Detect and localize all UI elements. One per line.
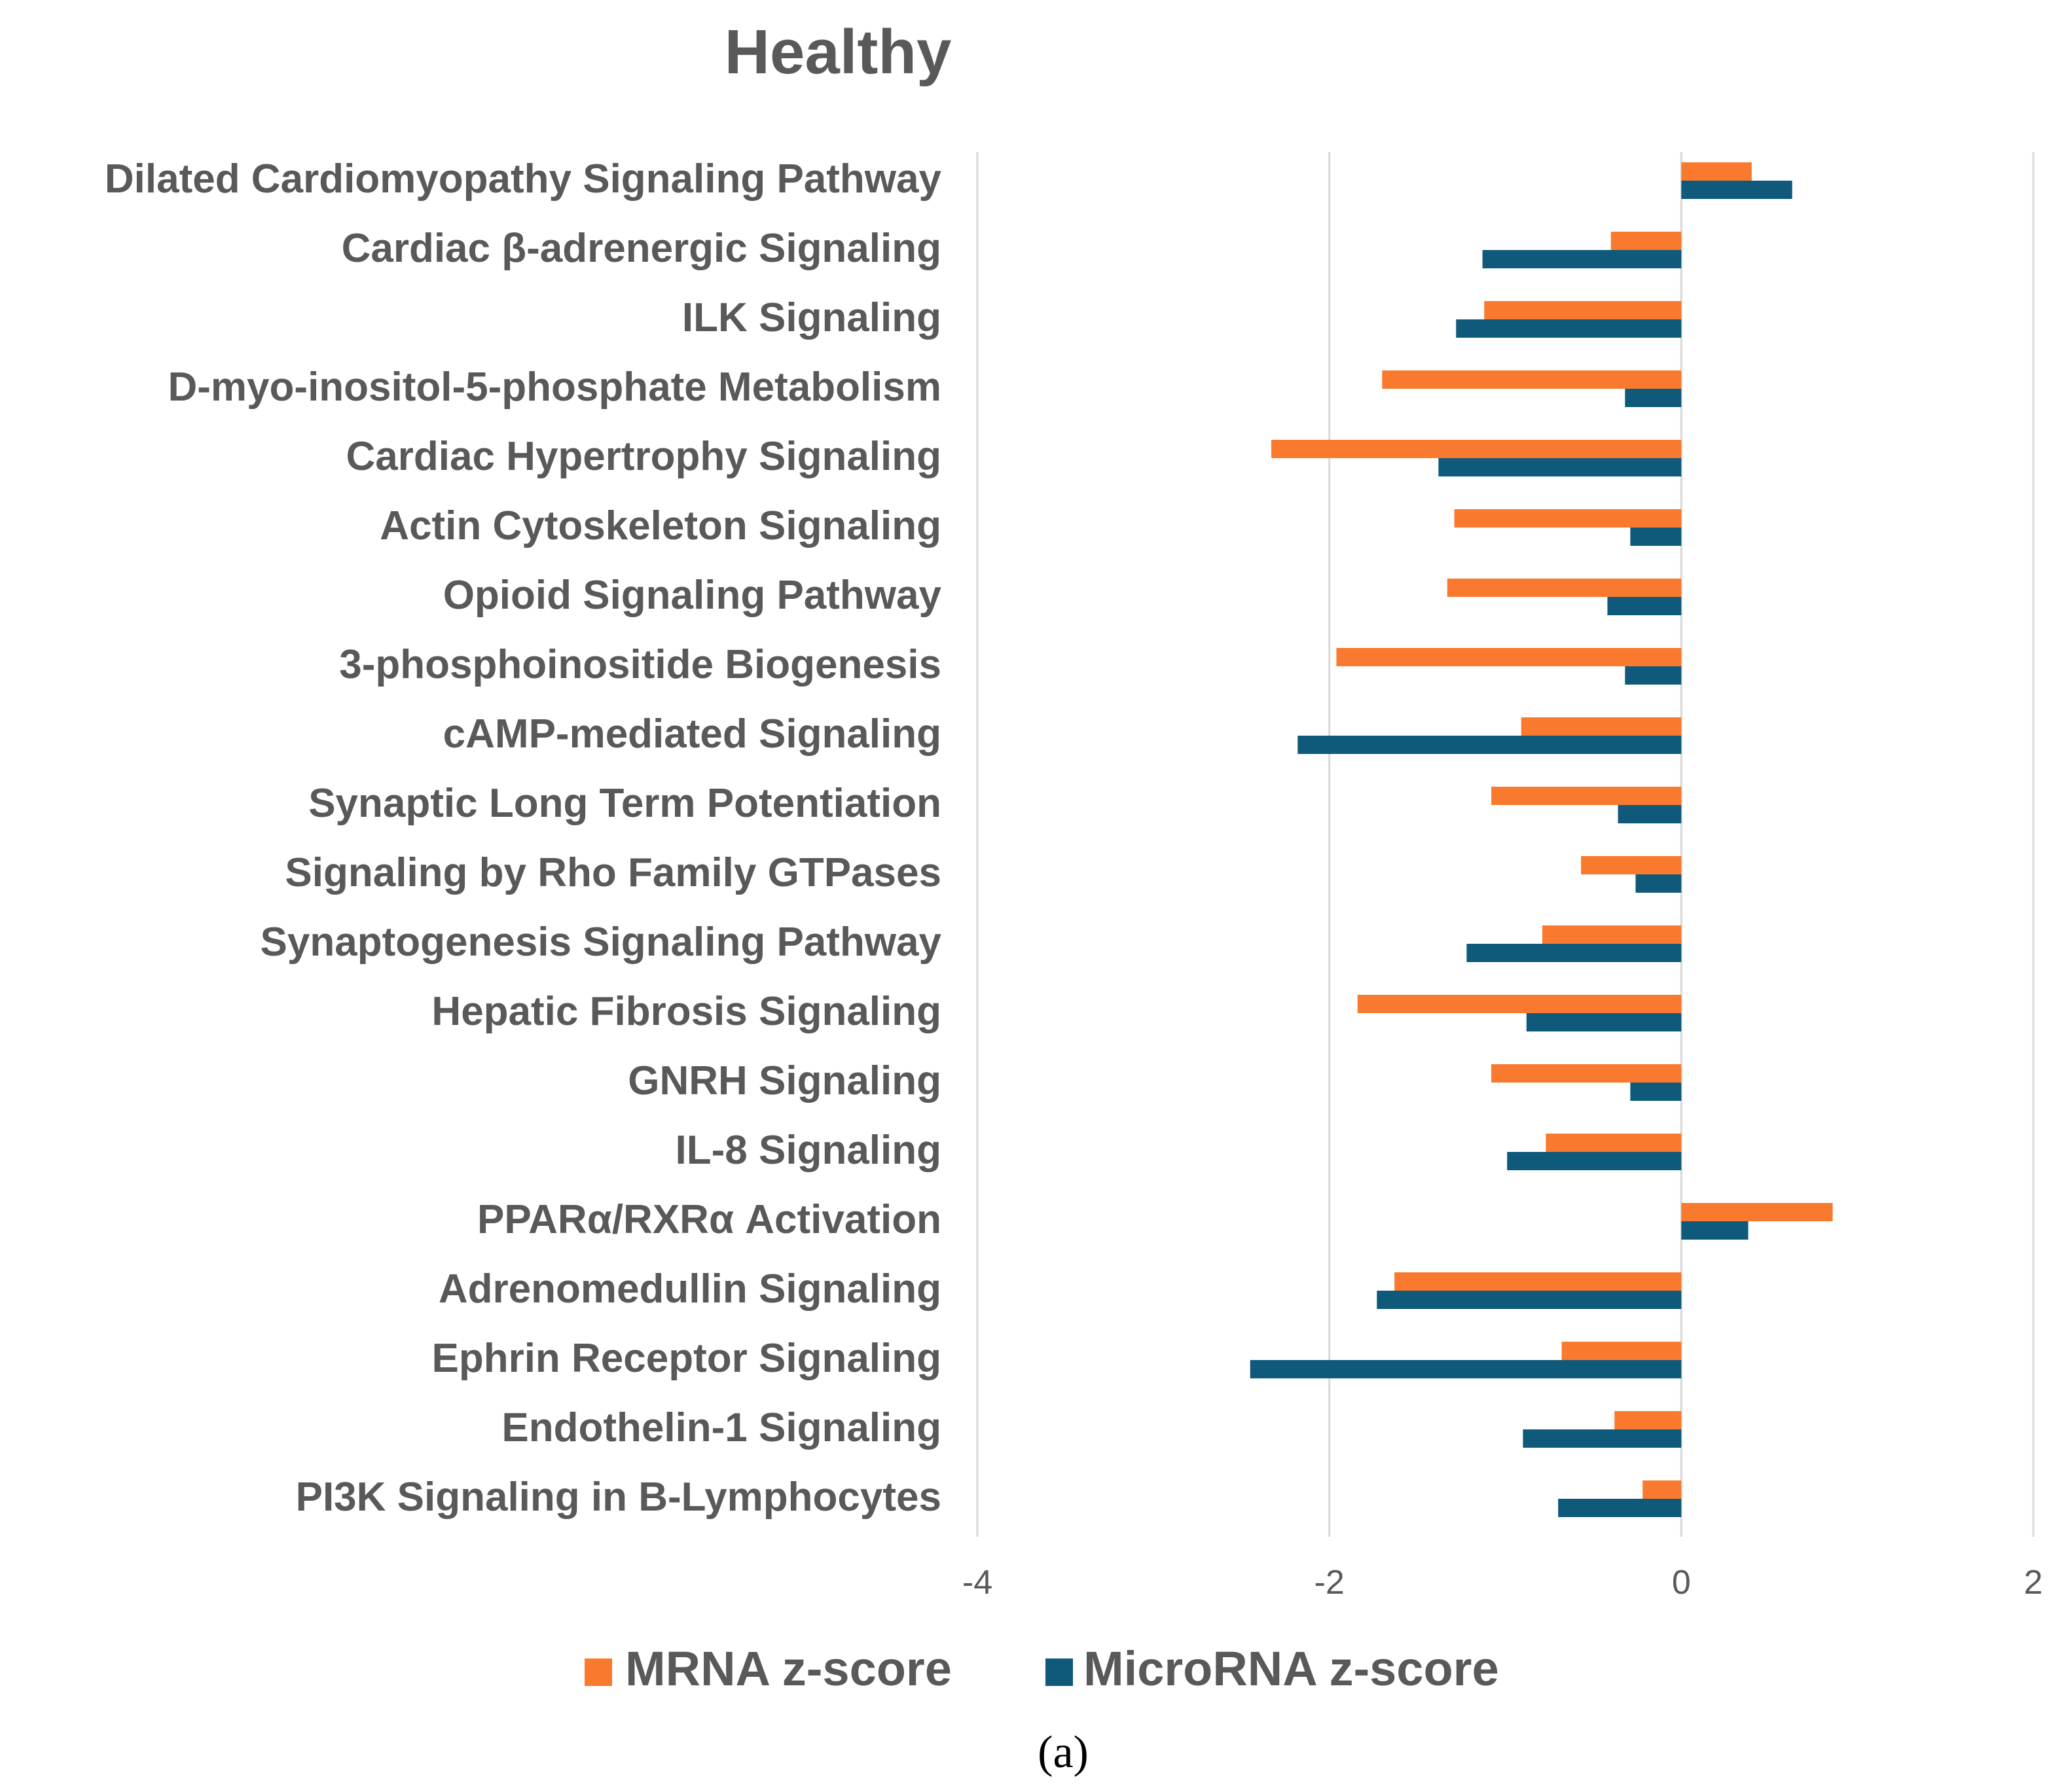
bar-mrna — [1642, 1480, 1682, 1499]
bar-microrna — [1635, 874, 1682, 893]
category-label: Cardiac Hypertrophy Signaling — [346, 434, 941, 479]
category-label: Dilated Cardiomyopathy Signaling Pathway — [105, 156, 942, 202]
category-label: Endothelin-1 Signaling — [501, 1405, 941, 1450]
bar-mrna — [1454, 509, 1682, 528]
category-label: ILK Signaling — [682, 295, 941, 340]
bar-mrna — [1394, 1272, 1682, 1291]
category-label: Hepatic Fibrosis Signaling — [431, 989, 941, 1034]
bar-microrna — [1625, 389, 1682, 407]
bar-microrna — [1507, 1152, 1682, 1170]
gridlines — [976, 152, 2035, 1537]
bar-mrna — [1271, 440, 1682, 458]
legend-label-mrna: MRNA z-score — [625, 1641, 952, 1696]
category-label: Actin Cytoskeleton Signaling — [380, 503, 941, 548]
bar-microrna — [1681, 181, 1792, 199]
bar-mrna — [1546, 1134, 1682, 1152]
bars — [1250, 162, 1833, 1517]
category-label: Cardiac β-adrenergic Signaling — [342, 226, 941, 271]
category-label: PPARα/RXRα Activation — [477, 1197, 941, 1242]
category-label: D-myo-inositol-5-phosphate Metabolism — [168, 365, 941, 410]
legend-swatch-microrna — [1045, 1658, 1073, 1686]
category-label: 3-phosphoinositide Biogenesis — [339, 642, 941, 687]
bar-microrna — [1297, 736, 1682, 754]
bar-mrna — [1382, 370, 1682, 389]
legend-swatch-mrna — [585, 1658, 612, 1686]
category-label: Synaptogenesis Signaling Pathway — [261, 920, 942, 965]
category-label: cAMP-mediated Signaling — [443, 711, 941, 757]
category-label: Synaptic Long Term Potentiation — [308, 781, 941, 826]
bar-mrna — [1447, 579, 1682, 597]
x-tick-label: 0 — [1672, 1564, 1691, 1602]
bar-microrna — [1482, 250, 1682, 268]
bar-microrna — [1625, 666, 1682, 685]
chart-title: Healthy — [725, 17, 952, 87]
bar-mrna — [1491, 1064, 1682, 1083]
category-label: GNRH Signaling — [628, 1058, 941, 1103]
bar-microrna — [1681, 1221, 1749, 1240]
category-label: Signaling by Rho Family GTPases — [285, 850, 941, 895]
category-label: Adrenomedullin Signaling — [439, 1266, 941, 1312]
bar-mrna — [1681, 1203, 1833, 1221]
x-tick-label: 2 — [2024, 1564, 2043, 1602]
bar-mrna — [1610, 232, 1682, 250]
bar-mrna — [1521, 717, 1682, 736]
category-labels: Dilated Cardiomyopathy Signaling Pathway… — [105, 156, 942, 1520]
bar-microrna — [1526, 1013, 1682, 1031]
category-label: IL-8 Signaling — [676, 1128, 941, 1173]
category-label: Ephrin Receptor Signaling — [431, 1336, 941, 1381]
x-axis-tick-labels: -4 -2 0 2 — [962, 1564, 2043, 1602]
category-label: Opioid Signaling Pathway — [443, 573, 942, 618]
category-label: PI3K Signaling in B-Lymphocytes — [296, 1475, 941, 1520]
x-tick-label: -2 — [1315, 1564, 1345, 1602]
bar-microrna — [1630, 1083, 1682, 1101]
bar-microrna — [1377, 1291, 1682, 1309]
figure-caption: (a) — [1038, 1727, 1089, 1778]
bar-mrna — [1581, 856, 1682, 874]
legend-label-microrna: MicroRNA z-score — [1083, 1641, 1499, 1696]
bar-mrna — [1484, 301, 1682, 319]
bar-mrna — [1614, 1411, 1682, 1429]
bar-mrna — [1336, 648, 1682, 666]
bar-microrna — [1630, 528, 1682, 546]
legend: MRNA z-score MicroRNA z-score — [585, 1641, 1499, 1696]
bar-mrna — [1357, 995, 1682, 1013]
bar-microrna — [1466, 944, 1682, 962]
bar-microrna — [1618, 805, 1682, 823]
bar-microrna — [1250, 1360, 1682, 1378]
bar-mrna — [1681, 162, 1752, 181]
bar-microrna — [1607, 597, 1682, 615]
bar-microrna — [1558, 1499, 1682, 1517]
bar-mrna — [1491, 787, 1682, 805]
x-tick-label: -4 — [962, 1564, 992, 1602]
bar-microrna — [1456, 319, 1682, 338]
bar-mrna — [1542, 925, 1682, 944]
bar-microrna — [1523, 1429, 1682, 1448]
bar-microrna — [1438, 458, 1682, 476]
bar-mrna — [1561, 1342, 1682, 1360]
